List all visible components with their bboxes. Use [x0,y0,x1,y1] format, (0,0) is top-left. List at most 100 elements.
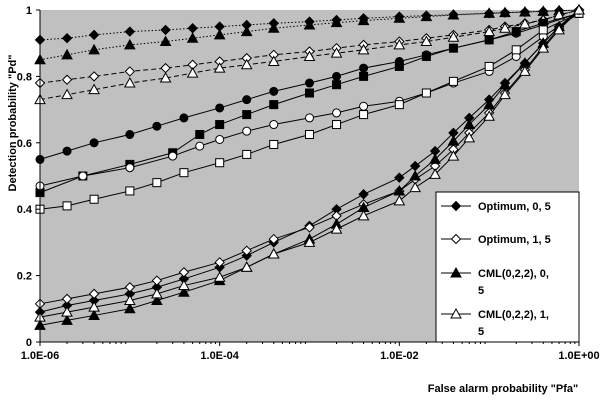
data-point [429,153,441,164]
x-axis-title: False alarm probability "Pfa" [428,383,578,395]
data-point [394,100,404,110]
data-point [332,80,342,90]
data-point [125,130,135,139]
data-point [61,314,73,325]
data-point [269,100,279,110]
legend-marker [450,200,462,212]
y-tick-label: 1 [26,5,32,17]
data-point [152,178,162,188]
data-point [195,141,205,151]
data-point [393,38,406,50]
data-point [519,17,531,29]
data-point [124,66,136,77]
data-point [269,139,279,149]
series-6 [35,8,584,198]
data-point [357,43,370,55]
data-point [499,6,511,18]
data-point [305,130,314,139]
data-point [553,23,565,35]
y-tick-label: 0 [26,337,32,349]
data-point [393,194,406,206]
data-point [123,302,136,314]
data-point [420,10,433,22]
data-point [303,236,316,247]
series-line [39,12,580,194]
x-tick-label: 1.0E+00 [558,350,599,362]
data-point [214,257,225,268]
data-point [483,7,496,18]
data-point [88,43,100,55]
series-8 [35,8,584,214]
data-point [305,78,314,88]
data-point [78,171,88,181]
data-point [160,24,171,36]
data-point [448,76,458,86]
data-point [421,88,431,98]
axes-layer: 0 0.2 0.4 0.6 0.8 1 1.0E-06 1.0E-04 1.0E-02 1.0E+… [17,5,600,362]
series-12 [34,3,585,322]
data-point [62,201,72,211]
legend-label: Optimum, 0, 5 [478,201,551,213]
data-point [267,22,280,33]
data-point [409,169,422,181]
data-point [61,33,73,44]
data-point [519,65,531,76]
data-point [242,149,252,159]
data-point [267,247,280,259]
data-point [511,27,521,37]
legend-entry-1: Optimum, 0, 5 [441,200,551,213]
data-point [303,50,316,61]
data-point [178,267,190,278]
data-point [303,18,316,30]
data-point [420,35,433,47]
data-point [358,189,369,200]
series-line [39,9,580,41]
data-point [499,88,511,100]
data-point [421,51,431,61]
data-point [178,286,190,297]
data-point [89,194,99,204]
data-point [159,72,172,83]
data-point [357,209,370,221]
data-point [123,77,136,88]
data-point [179,168,189,178]
x-tick-label: 1.0E-04 [200,350,239,362]
y-tick-label: 0.6 [17,138,32,150]
data-point [123,294,136,305]
y-tick-label: 0.2 [17,271,32,283]
data-point [88,288,100,300]
data-point [168,151,178,161]
data-point [215,134,225,144]
y-axis-title: Detection probability "Pd" [7,55,19,192]
legend-label: Optimum, 1, 5 [478,234,551,246]
data-point [186,67,199,78]
y-tick-label: 0.4 [17,204,33,216]
data-point [178,279,190,291]
data-point [124,282,136,293]
data-point [125,163,135,173]
data-point [123,38,136,50]
data-point [88,301,100,312]
data-point [269,120,279,130]
data-point [305,113,314,123]
legend-label: CML(0,2,2), 0, 5 [478,268,549,297]
data-point [332,108,342,118]
data-point [125,186,135,196]
data-point [240,25,253,37]
data-point [242,95,252,105]
data-point [159,35,172,47]
data-point [179,113,189,123]
data-point [394,172,405,183]
data-point [268,233,279,245]
data-point [151,294,163,305]
data-point [484,35,494,45]
data-point [305,88,314,98]
legend-marker [450,233,462,245]
data-point [62,146,72,156]
y-tick-label: 0.8 [17,71,32,83]
data-point [484,61,494,71]
data-point [61,48,73,60]
data-point [213,271,226,282]
data-point [88,29,100,41]
